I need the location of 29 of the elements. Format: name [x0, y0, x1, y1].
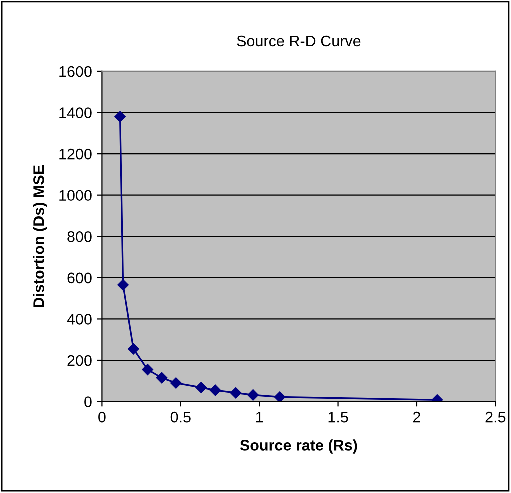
point — [248, 390, 259, 401]
point — [118, 280, 129, 291]
y-tick-label: 1000 — [60, 190, 92, 202]
chart-title: Source R-D Curve — [237, 36, 361, 47]
x-tick-label: 1 — [256, 412, 264, 423]
point — [114, 111, 126, 123]
y-tick-label: 800 — [68, 232, 92, 242]
point — [210, 384, 222, 396]
point — [156, 372, 168, 384]
y-axis-title: Distortion (Ds) MSE — [33, 166, 48, 308]
point — [230, 388, 242, 399]
x-tick-label: 0 — [98, 412, 106, 423]
y-tick-label: 1200 — [60, 148, 92, 160]
point — [128, 344, 140, 355]
point — [274, 392, 286, 402]
point — [170, 378, 182, 389]
y-tick-label: 200 — [68, 355, 92, 366]
y-tick-label: 400 — [67, 314, 92, 325]
y-tick-label: 0 — [84, 396, 92, 408]
y-tick-label: 600 — [68, 272, 92, 284]
y-tick-label: 1400 — [60, 108, 92, 118]
x-tick-label: 2.5 — [486, 412, 506, 423]
x-tick-label: 2 — [413, 412, 420, 423]
x-axis-title: Source rate (Rs) — [240, 440, 358, 454]
x-tick-label: 1.5 — [328, 412, 348, 423]
point — [142, 364, 154, 376]
y-tick-label: 1600 — [60, 66, 92, 78]
point — [196, 382, 207, 394]
x-tick-label: 0.5 — [170, 412, 191, 423]
